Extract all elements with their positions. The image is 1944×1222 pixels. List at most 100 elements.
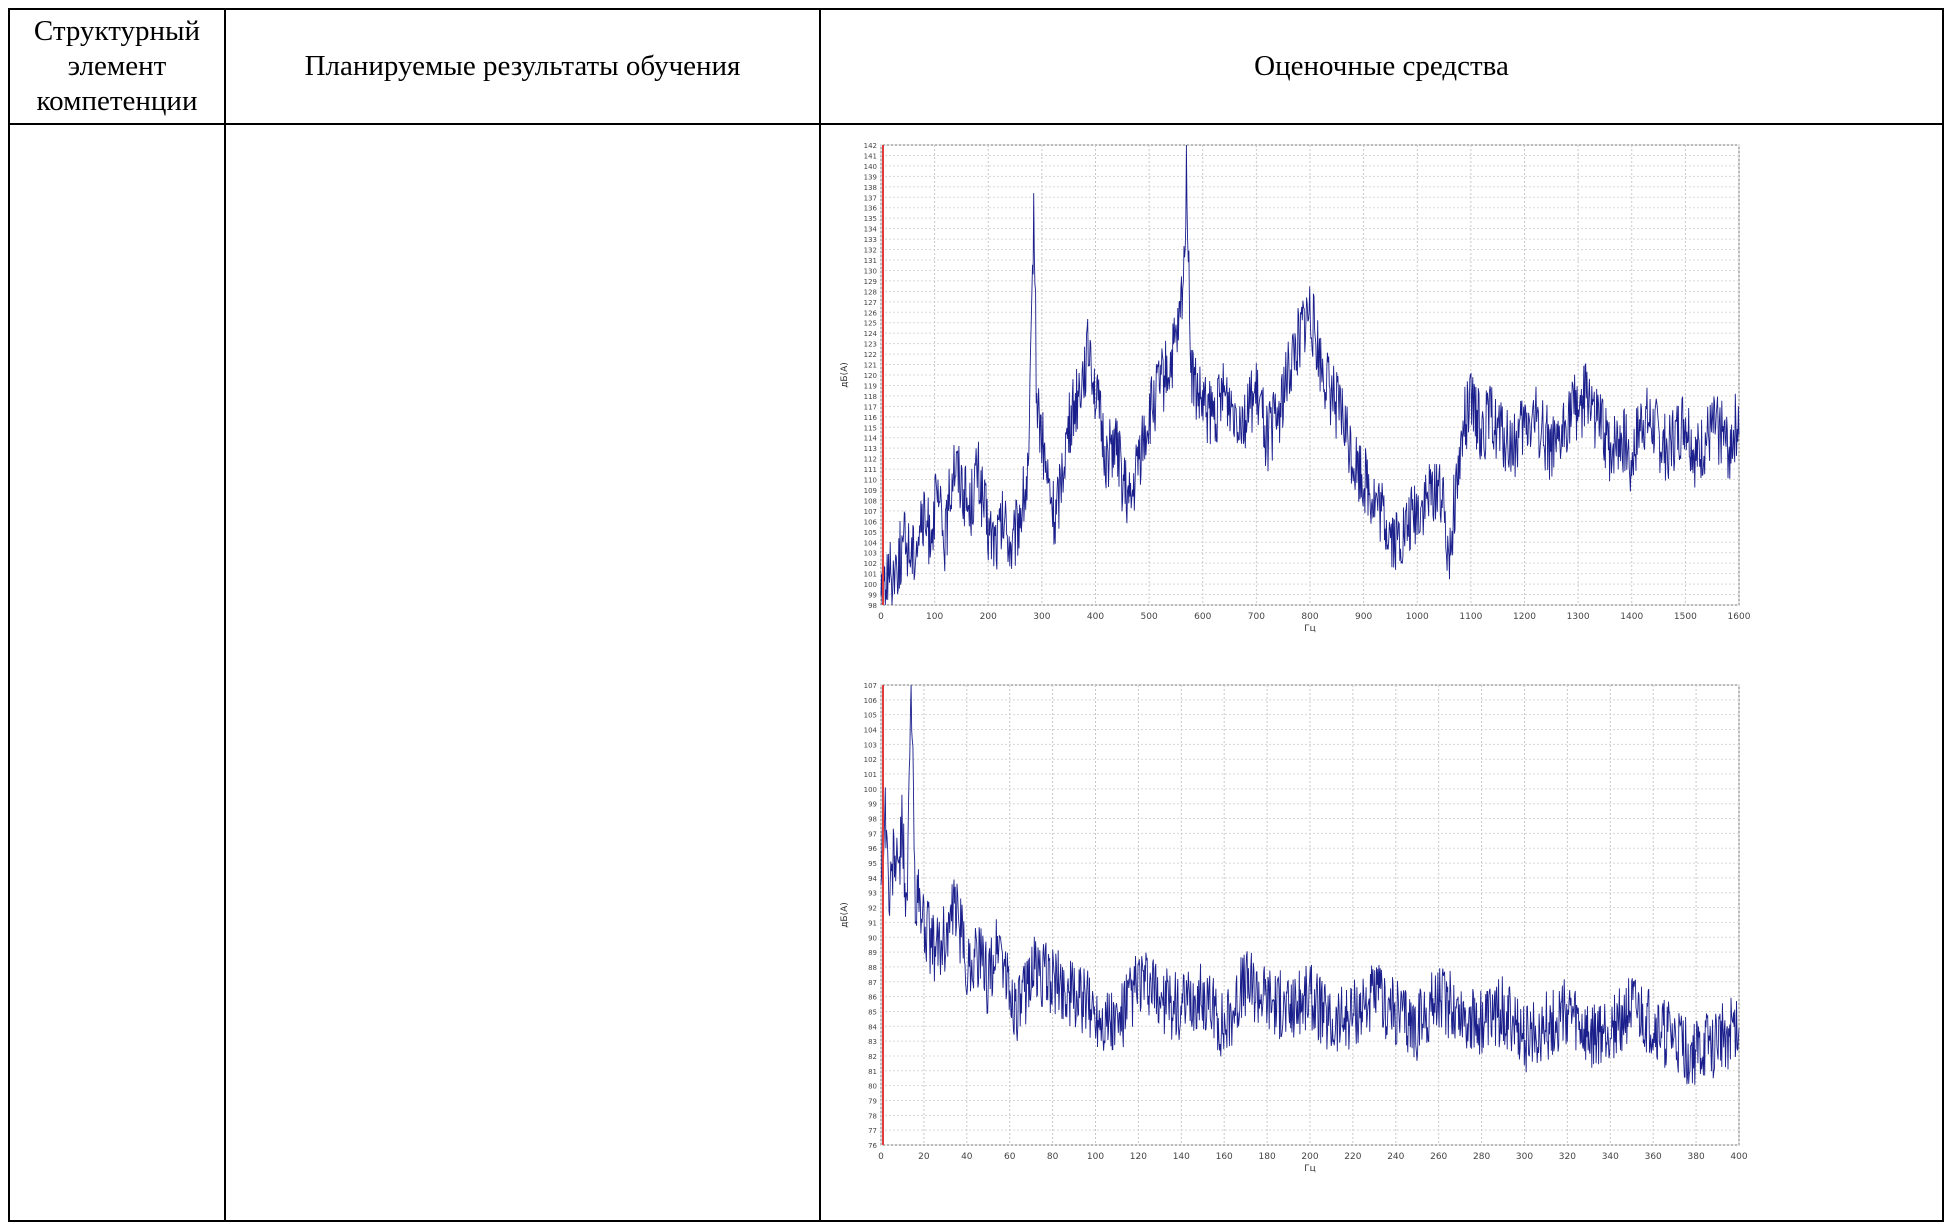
y-tick-label: 126 <box>864 309 878 317</box>
grid <box>880 684 1740 1146</box>
y-tick-label: 106 <box>864 697 878 705</box>
y-tick-label: 129 <box>864 278 877 286</box>
x-tick-label: 700 <box>1248 612 1265 622</box>
y-tick-label: 80 <box>868 1083 877 1091</box>
y-tick-label: 93 <box>868 890 877 898</box>
x-tick-label: 400 <box>1730 1152 1747 1162</box>
x-tick-label: 280 <box>1473 1152 1490 1162</box>
spectrum-chart-1: 0 100 200 300 400 500 600 700 800 900 1000 1100 1200… <box>840 142 1751 634</box>
y-tick-label: 116 <box>864 414 878 422</box>
y-tick-label: 78 <box>868 1112 877 1120</box>
x-tick-label: 200 <box>1301 1152 1318 1162</box>
y-tick-label: 89 <box>868 949 877 957</box>
x-tick-label: 380 <box>1688 1152 1705 1162</box>
cell-learning-outcomes <box>224 123 821 1222</box>
y-tick-label: 138 <box>864 184 877 192</box>
x-tick-label: 1000 <box>1406 612 1429 622</box>
y-tick-label: 104 <box>864 727 878 735</box>
y-tick-label: 99 <box>868 592 877 600</box>
y-tick-label: 87 <box>868 979 877 987</box>
table-row: 0 100 200 300 400 500 600 700 800 900 1000 1100 1200… <box>8 123 1944 1222</box>
y-tick-label: 133 <box>864 236 877 244</box>
x-tick-label: 100 <box>1087 1152 1104 1162</box>
x-tick-label: 1300 <box>1567 612 1590 622</box>
y-tick-label: 141 <box>864 152 877 160</box>
x-tick-label: 1200 <box>1513 612 1536 622</box>
series-line <box>880 684 1740 1085</box>
x-tick-label: 360 <box>1645 1152 1662 1162</box>
assessment-table: Структурный элемент компетенции Планируе… <box>8 8 1944 1222</box>
y-tick-label: 125 <box>864 320 877 328</box>
x-tick-label: 220 <box>1344 1152 1361 1162</box>
y-tick-label: 139 <box>864 173 877 181</box>
y-tick-label: 92 <box>868 905 877 913</box>
x-tick-label: 260 <box>1430 1152 1447 1162</box>
y-tick-label: 105 <box>864 712 877 720</box>
x-tick-label: 300 <box>1033 612 1050 622</box>
y-tick-label: 118 <box>864 393 877 401</box>
y-tick-label: 123 <box>864 341 877 349</box>
x-tick-label: 20 <box>918 1152 930 1162</box>
y-tick-label: 84 <box>868 1023 877 1031</box>
y-tick-label: 104 <box>864 539 878 547</box>
y-tick-label: 90 <box>868 934 877 942</box>
y-tick-label: 79 <box>868 1097 877 1105</box>
y-axis-label: дБ(А) <box>840 362 850 388</box>
y-tick-label: 106 <box>864 518 878 526</box>
series-line <box>880 144 1740 606</box>
y-tick-label: 85 <box>868 1008 877 1016</box>
y-tick-label: 127 <box>864 299 877 307</box>
y-tick-label: 102 <box>864 560 877 568</box>
y-tick-label: 124 <box>864 330 878 338</box>
y-tick-label: 86 <box>868 994 877 1002</box>
x-tick-label: 40 <box>961 1152 973 1162</box>
x-tick-label: 600 <box>1194 612 1211 622</box>
y-tick-label: 100 <box>864 581 877 589</box>
y-tick-label: 102 <box>864 756 877 764</box>
y-tick-label: 98 <box>868 602 877 610</box>
y-tick-label: 128 <box>864 288 877 296</box>
y-tick-label: 98 <box>868 816 877 824</box>
y-tick-label: 140 <box>864 163 877 171</box>
y-tick-label: 101 <box>864 571 877 579</box>
y-tick-label: 112 <box>864 456 877 464</box>
y-tick-label: 110 <box>864 477 877 485</box>
y-tick-label: 131 <box>864 257 877 265</box>
y-tick-label: 117 <box>864 403 877 411</box>
y-tick-label: 99 <box>868 801 877 809</box>
y-tick-label: 95 <box>868 860 877 868</box>
x-axis-label: Гц <box>1304 624 1316 634</box>
y-tick-label: 100 <box>864 786 877 794</box>
y-tick-label: 88 <box>868 964 877 972</box>
y-tick-label: 142 <box>864 142 877 150</box>
grid <box>880 144 1740 606</box>
y-tick-label: 132 <box>864 247 877 255</box>
x-tick-label: 500 <box>1141 612 1158 622</box>
x-tick-label: 1100 <box>1459 612 1482 622</box>
y-tick-label: 103 <box>864 741 877 749</box>
y-tick-label: 103 <box>864 550 877 558</box>
x-tick-label: 100 <box>926 612 943 622</box>
y-tick-label: 114 <box>864 435 878 443</box>
x-tick-label: 340 <box>1602 1152 1619 1162</box>
x-tick-label: 1500 <box>1674 612 1697 622</box>
y-tick-label: 94 <box>868 875 877 883</box>
y-tick-label: 83 <box>868 1038 877 1046</box>
y-tick-label: 113 <box>864 445 877 453</box>
x-tick-label: 120 <box>1130 1152 1147 1162</box>
header-competence-element: Структурный элемент компетенции <box>8 8 226 125</box>
y-tick-label: 97 <box>868 830 877 838</box>
y-tick-label: 101 <box>864 771 877 779</box>
x-tick-label: 200 <box>980 612 997 622</box>
y-tick-label: 137 <box>864 194 877 202</box>
y-tick-label: 76 <box>868 1142 877 1150</box>
y-tick-label: 111 <box>864 466 877 474</box>
y-tick-label: 135 <box>864 215 877 223</box>
y-tick-label: 107 <box>864 682 877 690</box>
x-axis-label: Гц <box>1304 1164 1316 1174</box>
y-tick-label: 108 <box>864 497 877 505</box>
y-tick-label: 96 <box>868 845 877 853</box>
x-tick-label: 160 <box>1216 1152 1233 1162</box>
x-tick-label: 1400 <box>1620 612 1643 622</box>
cell-competence-element <box>8 123 226 1222</box>
